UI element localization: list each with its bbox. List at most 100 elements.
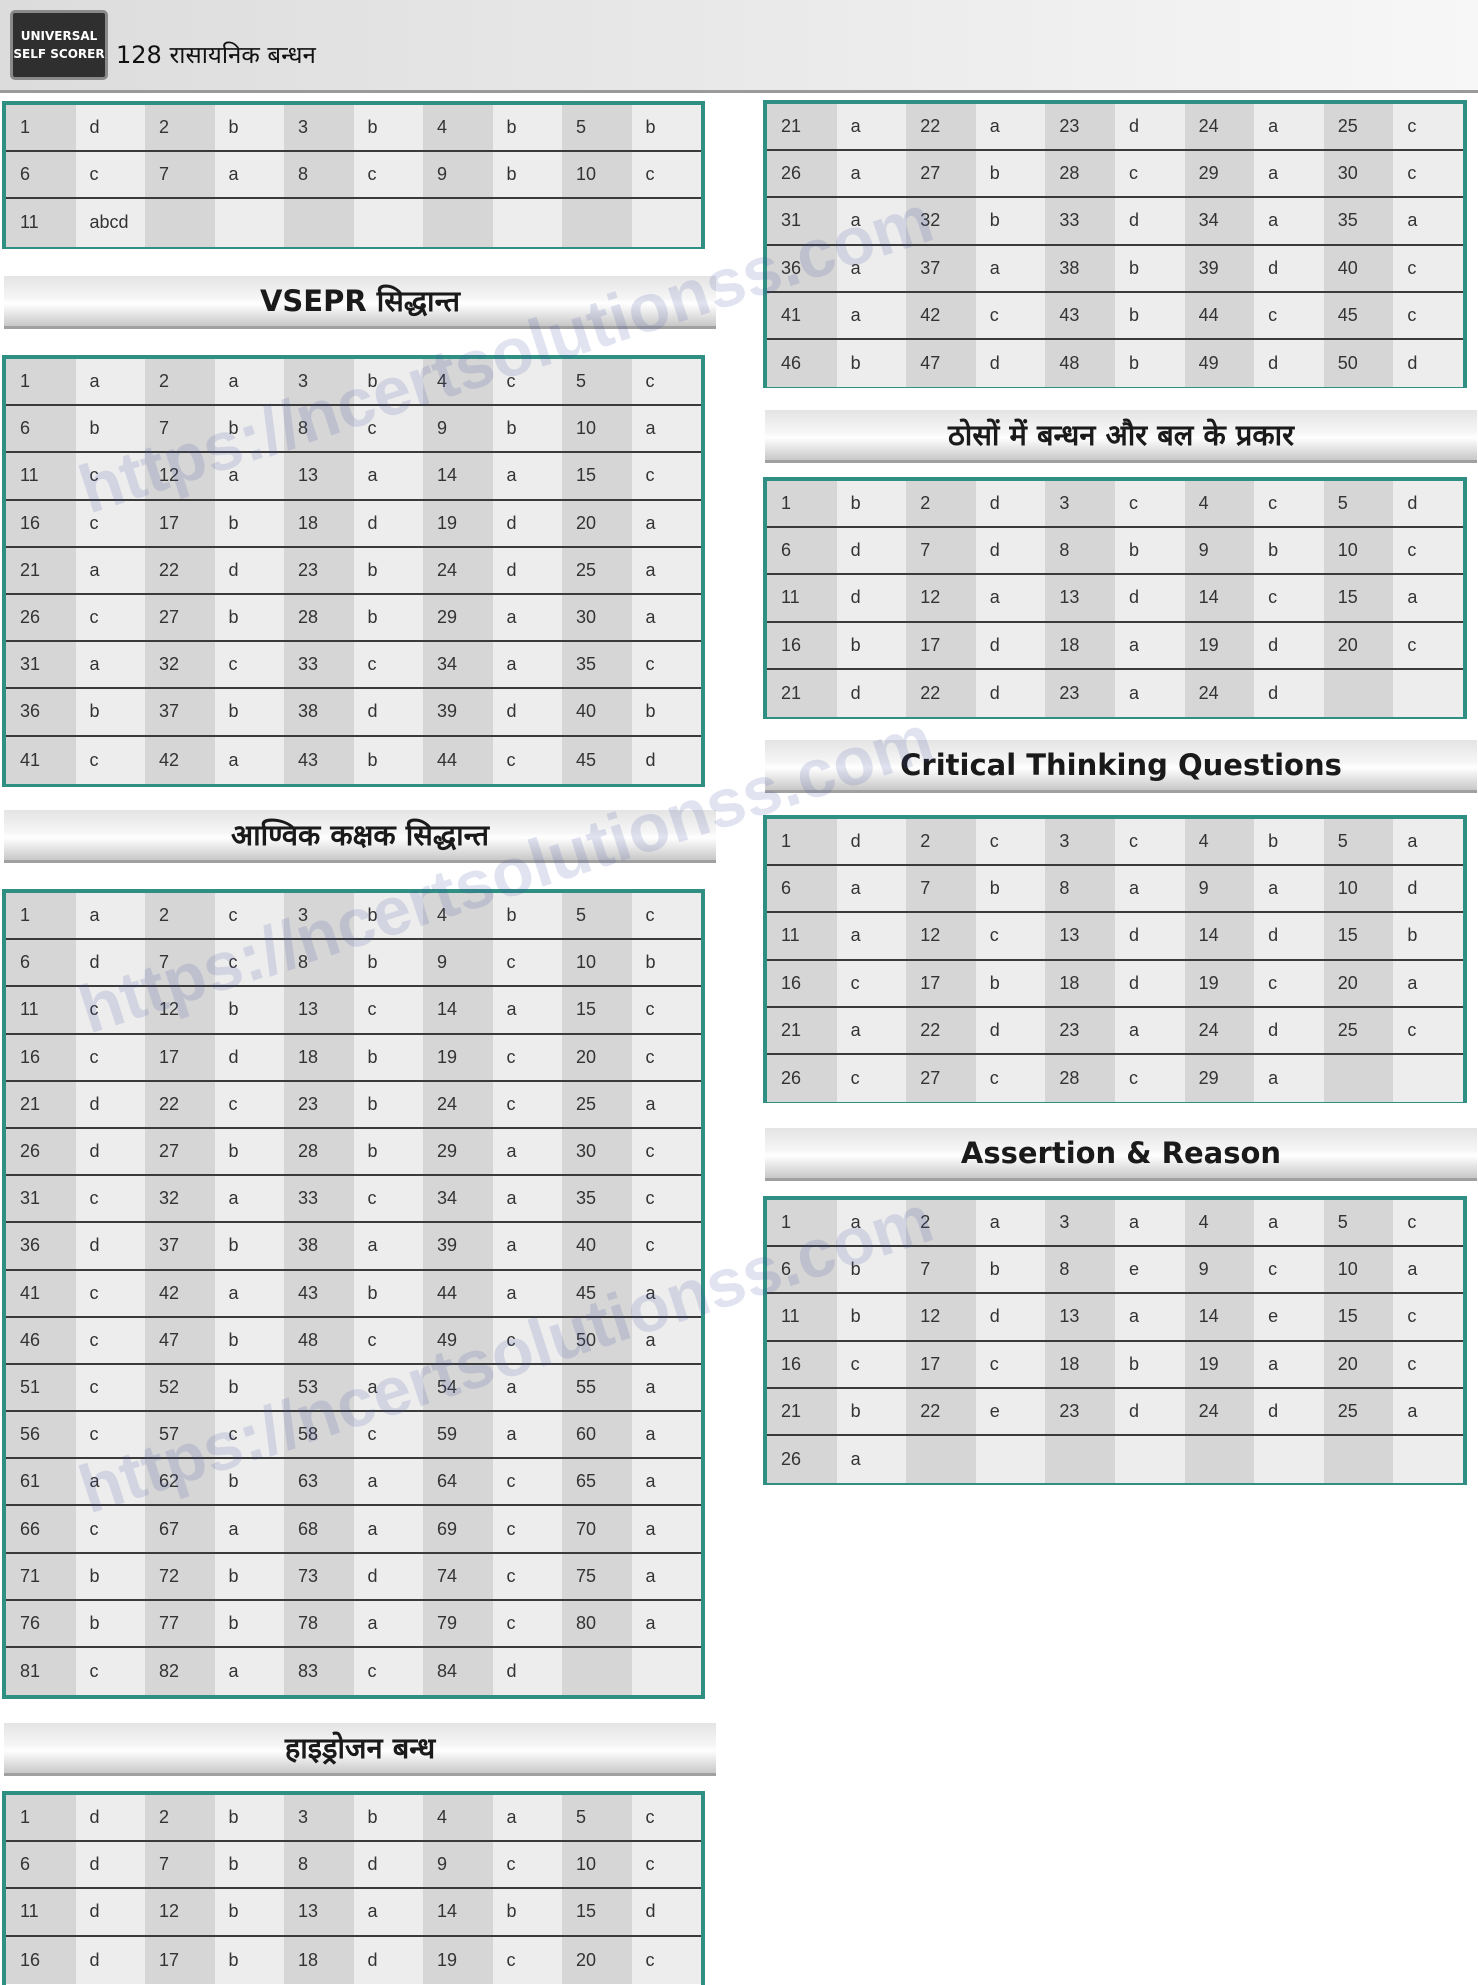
question-number: 26 — [6, 594, 76, 641]
question-number: 26 — [767, 1435, 837, 1484]
answer-option: b — [492, 152, 562, 198]
answer-option: c — [1254, 575, 1324, 621]
answer-option: c — [1393, 528, 1463, 574]
table-row: 31 c 32 a 33 c 34 a 35 c — [6, 1176, 701, 1224]
question-number: 10 — [1323, 866, 1394, 912]
question-number: 2 — [145, 359, 215, 405]
answer-option: b — [353, 1034, 423, 1080]
answer-option: c — [492, 1506, 562, 1552]
question-number: 5 — [562, 105, 632, 151]
answer-option: c — [214, 1081, 284, 1127]
question-number: 13 — [1045, 575, 1115, 621]
question-number: 3 — [284, 105, 354, 151]
question-number: 46 — [6, 1317, 76, 1363]
answer-option: a — [214, 152, 284, 198]
table-row: 21 d 22 d 23 a 24 d — [767, 669, 1463, 717]
question-number: 20 — [1323, 960, 1394, 1006]
answer-option: a — [631, 594, 701, 641]
question-number: 19 — [1184, 1341, 1255, 1387]
answer-option: c — [75, 1034, 145, 1080]
answer-option: c — [631, 1128, 701, 1175]
question-number: 3 — [1045, 819, 1115, 865]
question-number: 1 — [767, 819, 837, 865]
question-number: 22 — [906, 669, 976, 717]
question-number: 23 — [284, 547, 354, 593]
answer-option: c — [975, 819, 1046, 865]
question-number: 47 — [145, 1317, 215, 1363]
answer-option: a — [631, 1317, 701, 1363]
question-number: 35 — [562, 1176, 632, 1222]
answer-option: a — [1393, 198, 1463, 244]
answer-option: a — [492, 1795, 562, 1841]
question-number: 6 — [6, 940, 76, 986]
question-number: 33 — [1045, 198, 1115, 244]
question-number: 19 — [1184, 622, 1255, 668]
question-number: 20 — [1323, 622, 1394, 668]
table-row: 6 b 7 b 8 e 9 c 10 a — [767, 1247, 1463, 1295]
answer-option: c — [1393, 1341, 1463, 1387]
question-number: 10 — [562, 406, 632, 452]
answer-option: d — [1254, 245, 1324, 291]
answer-option: a — [836, 1007, 907, 1053]
answer-option: b — [353, 105, 423, 151]
answer-option — [975, 1435, 1046, 1484]
answer-option: a — [836, 104, 907, 150]
question-number: 24 — [1184, 104, 1255, 150]
answer-option: a — [836, 913, 907, 959]
question-number: 17 — [906, 960, 976, 1006]
question-number: 31 — [767, 198, 837, 244]
question-number: 36 — [767, 245, 837, 291]
question-number: 7 — [906, 528, 976, 574]
question-number: 60 — [562, 1412, 632, 1458]
question-number: 4 — [423, 1795, 493, 1841]
question-number: 37 — [145, 689, 215, 735]
answer-option: a — [353, 1889, 423, 1935]
question-number: 15 — [1323, 913, 1394, 959]
question-number — [562, 1648, 632, 1696]
question-number: 18 — [284, 1034, 354, 1080]
question-number: 20 — [562, 1034, 632, 1080]
answer-option: a — [836, 198, 907, 244]
answer-option: d — [1114, 575, 1185, 621]
question-number: 61 — [6, 1459, 76, 1505]
answer-option: c — [492, 1553, 562, 1599]
question-number: 46 — [767, 339, 837, 388]
answer-option: a — [1254, 198, 1324, 244]
publisher-logo: UNIVERSAL SELF SCORER — [10, 10, 108, 80]
answer-option: c — [353, 1648, 423, 1696]
question-number: 43 — [284, 1270, 354, 1316]
answer-option: c — [1254, 292, 1324, 338]
answer-option: b — [492, 105, 562, 151]
question-number: 18 — [1045, 960, 1115, 1006]
answer-option: d — [975, 528, 1046, 574]
question-number: 24 — [1184, 1388, 1255, 1434]
question-number: 47 — [906, 339, 976, 388]
answer-table-vsepr: 1 a 2 a 3 b 4 c 5 c 6 b 7 b 8 c 9 b 10 a 11 c 12 a 13 a 14 a 15 c 16 c 1… — [2, 355, 705, 787]
table-row: 46 c 47 b 48 c 49 c 50 a — [6, 1317, 701, 1365]
answer-option: b — [836, 1388, 907, 1434]
question-number: 7 — [906, 866, 976, 912]
answer-option: c — [631, 642, 701, 688]
answer-option: a — [75, 893, 145, 939]
table-row: 31 a 32 b 33 d 34 a 35 a — [767, 198, 1463, 246]
table-row: 41 a 42 c 43 b 44 c 45 c — [767, 292, 1463, 340]
answer-option: d — [75, 1128, 145, 1175]
page-header: UNIVERSAL SELF SCORER 128 रासायनिक बन्धन — [0, 0, 1478, 93]
answer-option: d — [1114, 198, 1185, 244]
answer-option: a — [975, 104, 1046, 150]
question-number: 81 — [6, 1648, 76, 1696]
question-number: 13 — [1045, 913, 1115, 959]
question-number: 37 — [906, 245, 976, 291]
answer-option: b — [214, 689, 284, 735]
table-row: 26 c 27 b 28 b 29 a 30 a — [6, 594, 701, 643]
table-row: 51 c 52 b 53 a 54 a 55 a — [6, 1364, 701, 1413]
question-number: 11 — [767, 913, 837, 959]
answer-option: c — [1393, 1294, 1463, 1340]
answer-option: b — [214, 1889, 284, 1935]
question-number: 15 — [1323, 1294, 1394, 1340]
question-number: 12 — [145, 1889, 215, 1935]
answer-option: c — [75, 152, 145, 198]
answer-option: c — [492, 940, 562, 986]
